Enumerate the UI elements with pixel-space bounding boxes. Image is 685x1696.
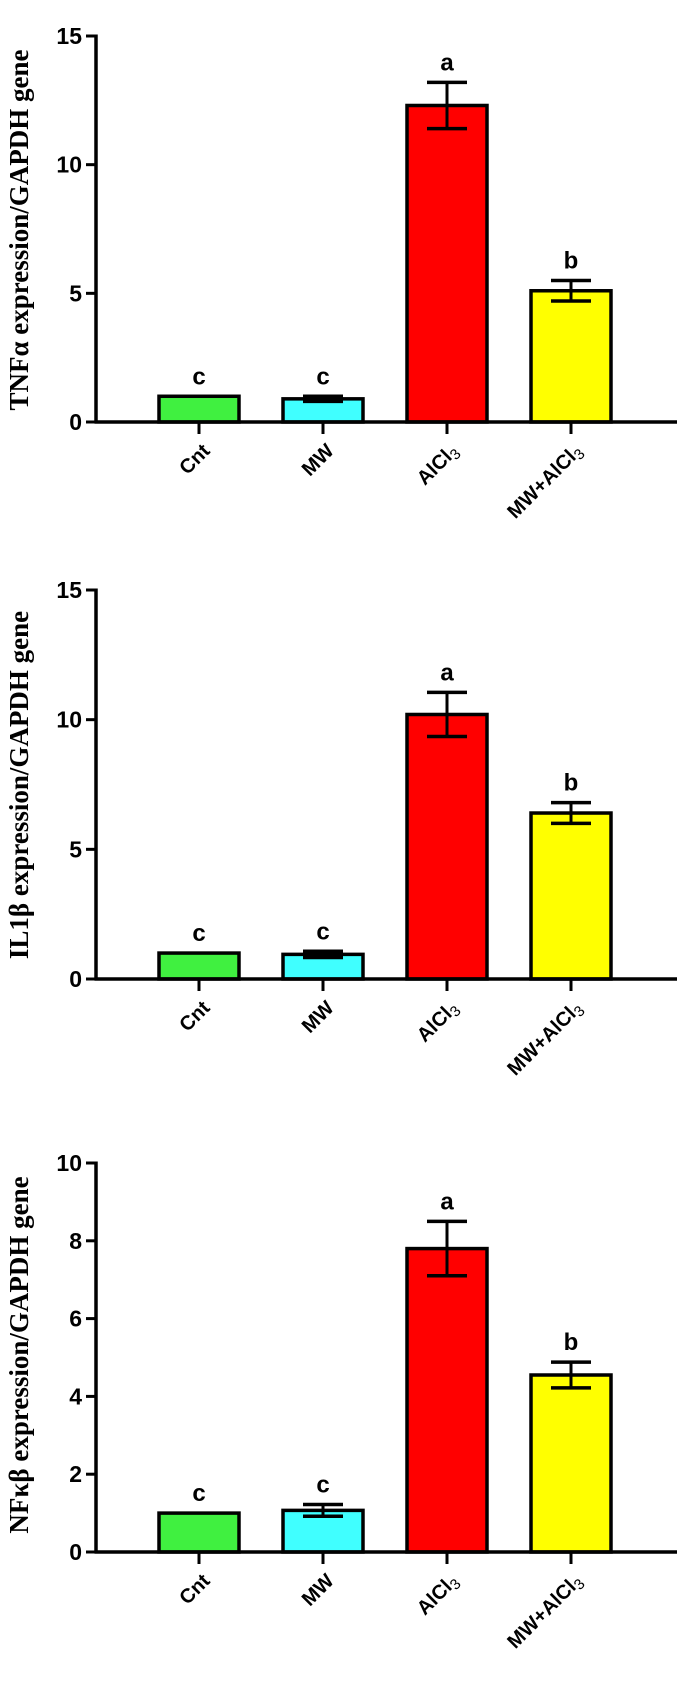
bar-cnt — [157, 951, 241, 981]
bar-cnt — [157, 1511, 241, 1554]
x-category-label: MW — [298, 997, 339, 1038]
y-tick-label: 0 — [69, 966, 82, 992]
y-tick-label: 2 — [69, 1461, 82, 1487]
x-category-label: MW+AlCl3 — [503, 997, 588, 1082]
y-tick-label: 10 — [56, 1150, 82, 1176]
y-tick-label: 0 — [69, 409, 82, 435]
il1-beta-chart: IL1β expression/GAPDH gene c Cnt c MW a AlCl3 b… — [4, 577, 677, 1082]
y-tick-label: 8 — [69, 1228, 82, 1254]
significance-letter: b — [564, 247, 579, 274]
error-bar — [551, 1360, 591, 1390]
significance-letter: c — [316, 1472, 329, 1499]
y-tick-label: 5 — [69, 836, 82, 862]
x-category-label: MW — [298, 1570, 339, 1611]
x-category-label: MW+AlCl3 — [503, 1570, 588, 1655]
x-category-label: AlCl3 — [413, 1570, 465, 1622]
nfkb-chart: NFκβ expression/GAPDH gene c Cnt c MW a AlCl3 b… — [4, 1150, 677, 1655]
y-tick-label: 0 — [69, 1539, 82, 1565]
x-category-label: AlCl3 — [413, 997, 465, 1049]
x-category-label: MW — [298, 440, 339, 481]
significance-letter: a — [440, 659, 454, 686]
y-axis-title: NFκβ expression/GAPDH gene — [4, 1176, 34, 1533]
y-axis-title: TNFα expression/GAPDH gene — [4, 49, 34, 410]
x-category-label: Cnt — [175, 440, 214, 479]
x-category-label: AlCl3 — [413, 440, 465, 492]
significance-letter: c — [192, 920, 205, 947]
bar-cnt — [157, 394, 241, 424]
x-category-label: Cnt — [175, 1570, 214, 1609]
significance-letter: a — [440, 49, 454, 76]
error-bar — [303, 1502, 343, 1518]
significance-letter: c — [192, 363, 205, 390]
error-bar — [303, 949, 343, 960]
significance-letter: c — [316, 918, 329, 945]
significance-letter: b — [564, 1329, 579, 1356]
x-category-label: MW+AlCl3 — [503, 440, 588, 525]
y-tick-label: 10 — [56, 152, 82, 178]
bar-mw-alcl3 — [529, 289, 613, 424]
y-tick-label: 6 — [69, 1306, 82, 1332]
tnf-alpha-chart: TNFα expression/GAPDH gene c Cnt c MW a AlCl3 b… — [4, 23, 677, 525]
y-axis-title: IL1β expression/GAPDH gene — [4, 611, 34, 959]
significance-letter: c — [316, 363, 329, 390]
y-tick-label: 15 — [56, 577, 82, 603]
y-tick-label: 4 — [69, 1383, 82, 1409]
significance-letter: c — [192, 1480, 205, 1507]
error-bar — [427, 690, 467, 739]
bar-alcl3 — [405, 103, 489, 424]
y-tick-label: 10 — [56, 707, 82, 733]
significance-letter: b — [564, 770, 579, 797]
error-bar — [551, 278, 591, 303]
bar-mw-alcl3 — [529, 1373, 613, 1554]
error-bar — [551, 800, 591, 826]
error-bar — [427, 80, 467, 131]
bar-mw-alcl3 — [529, 811, 613, 981]
significance-letter: a — [440, 1188, 454, 1215]
bar-alcl3 — [405, 712, 489, 981]
y-tick-label: 5 — [69, 280, 82, 306]
x-category-label: Cnt — [175, 997, 214, 1036]
error-bar — [303, 394, 343, 404]
y-tick-label: 15 — [56, 23, 82, 49]
bar-alcl3 — [405, 1246, 489, 1554]
error-bar — [427, 1219, 467, 1278]
